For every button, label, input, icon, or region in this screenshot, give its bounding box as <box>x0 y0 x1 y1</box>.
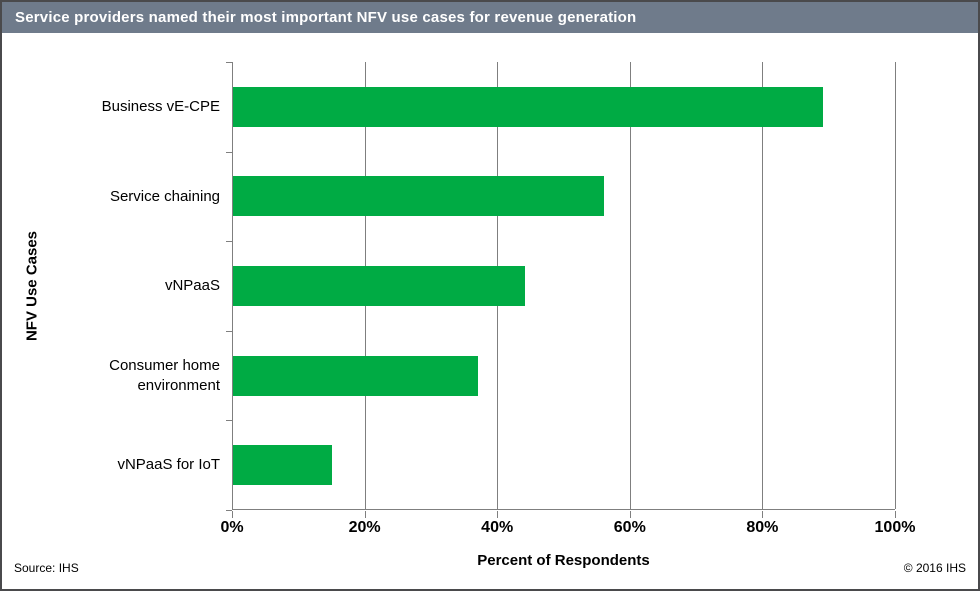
bar-service-chaining <box>233 176 605 217</box>
bar-vnpaas-for-iot <box>233 445 333 486</box>
y-axis-title: NFV Use Cases <box>23 230 41 342</box>
x-axis-tick <box>895 511 896 518</box>
y-axis-tick <box>226 241 232 243</box>
gridline-80 <box>762 62 764 509</box>
y-axis-tick <box>226 420 232 422</box>
x-axis-tick <box>629 511 631 518</box>
bar-vnpaas <box>233 266 525 306</box>
gridline-100 <box>895 62 896 509</box>
x-tick-label: 80% <box>746 519 779 536</box>
plot-area <box>232 62 896 510</box>
category-label: Service chaining <box>109 187 220 205</box>
y-axis-tick <box>226 151 232 153</box>
chart-title: Service providers named their most impor… <box>15 9 637 26</box>
bar-consumer-home-environment <box>233 355 479 396</box>
x-tick-label: 60% <box>613 519 646 536</box>
x-axis-tick <box>364 511 366 518</box>
category-label: vNPaaS <box>164 277 220 295</box>
x-tick-label: 0% <box>220 519 244 536</box>
x-axis-title: Percent of Respondents <box>477 552 650 569</box>
x-tick-label: 100% <box>874 519 916 536</box>
chart-title-bar: Service providers named their most impor… <box>2 2 978 33</box>
gridline-60 <box>629 62 631 509</box>
x-axis-tick <box>497 511 499 518</box>
x-tick-label: 40% <box>481 519 514 536</box>
category-label: Consumer home environment <box>109 357 220 394</box>
chart-region: Business vE-CPE Service chaining vNPaaS Con… <box>2 33 978 589</box>
copyright-note: © 2016 IHS <box>903 561 966 575</box>
category-label: Business vE-CPE <box>101 98 220 116</box>
y-axis-tick <box>226 510 232 511</box>
y-axis-tick <box>226 62 232 63</box>
y-axis-tick <box>226 330 232 332</box>
category-label: vNPaaS for IoT <box>117 456 220 474</box>
x-axis-tick <box>232 511 233 518</box>
source-note: Source: IHS <box>14 561 79 575</box>
x-tick-label: 20% <box>348 519 381 536</box>
x-axis-tick <box>762 511 764 518</box>
bar-business-ve-cpe <box>233 86 824 127</box>
